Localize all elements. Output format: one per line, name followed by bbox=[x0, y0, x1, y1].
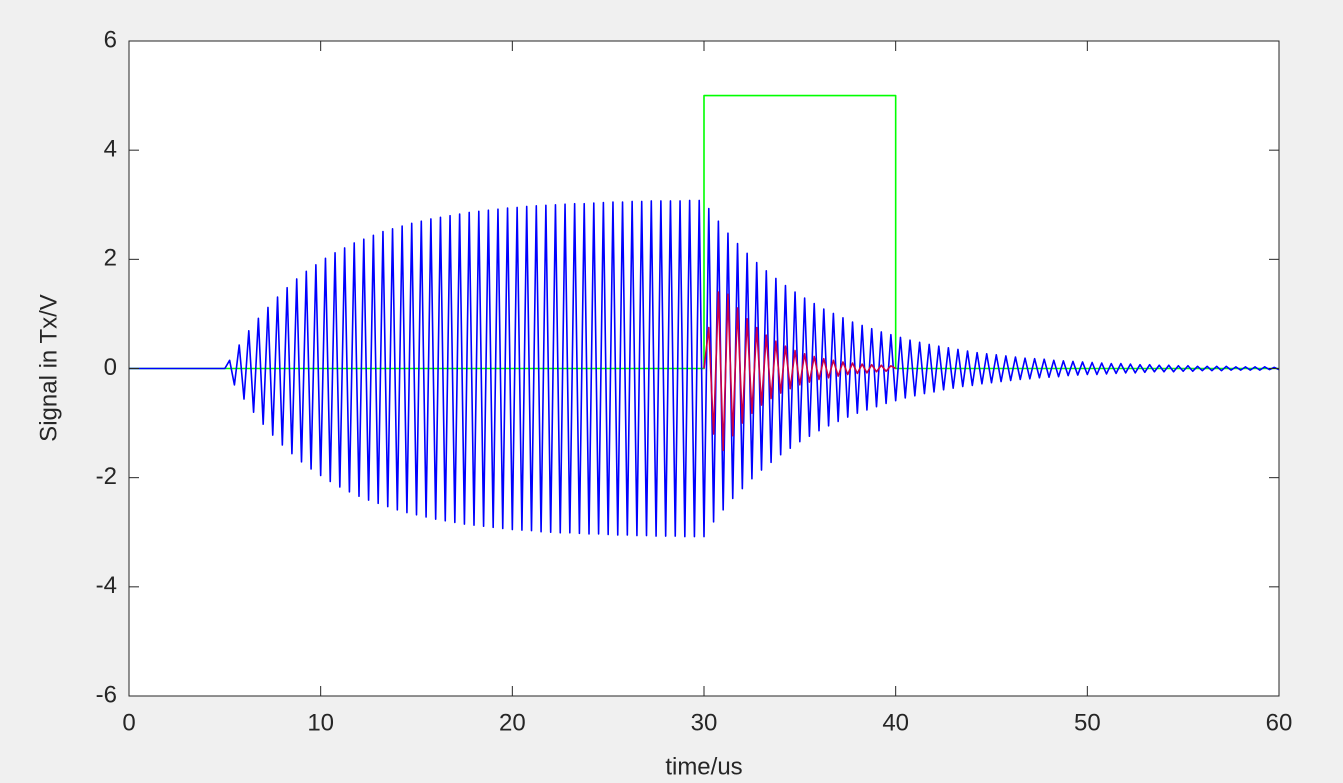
x-tick-label: 60 bbox=[1266, 709, 1293, 736]
plot-lines bbox=[129, 94, 1280, 538]
signal-line bbox=[129, 94, 1279, 370]
x-tick-label: 50 bbox=[1074, 709, 1101, 736]
x-axis-label: time/us bbox=[665, 753, 742, 780]
y-tick-label: 0 bbox=[104, 354, 117, 381]
y-tick-label: -6 bbox=[96, 681, 117, 708]
y-tick-label: 2 bbox=[104, 245, 117, 272]
y-tick-label: -2 bbox=[96, 463, 117, 490]
y-axis-label: Signal in Tx/V bbox=[35, 294, 62, 442]
x-tick-label: 40 bbox=[882, 709, 909, 736]
signal-line bbox=[703, 291, 897, 452]
x-tick-label: 30 bbox=[691, 709, 718, 736]
x-tick-label: 20 bbox=[499, 709, 526, 736]
x-tick-label: 0 bbox=[122, 709, 135, 736]
y-tick-label: -4 bbox=[96, 572, 117, 599]
x-tick-label: 10 bbox=[307, 709, 334, 736]
y-tick-label: 6 bbox=[104, 26, 117, 53]
y-tick-label: 4 bbox=[104, 136, 117, 163]
